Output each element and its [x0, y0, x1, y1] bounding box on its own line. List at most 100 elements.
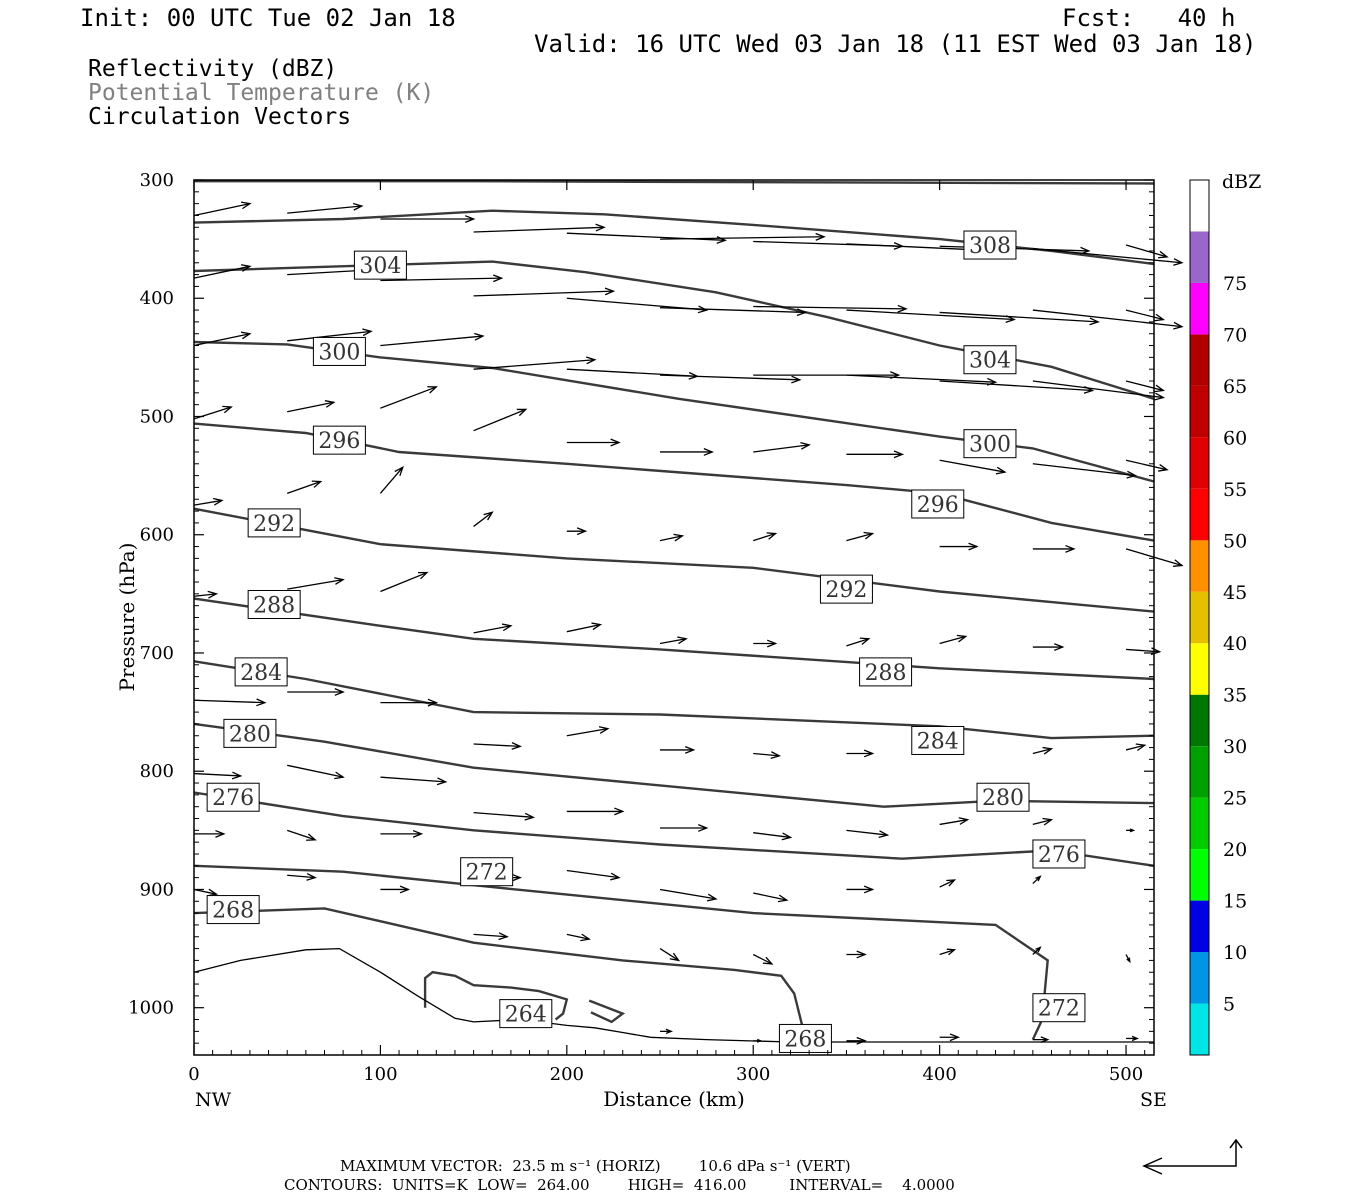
circulation-vector: [846, 309, 1016, 324]
x-right-end-label: SE: [1140, 1089, 1167, 1111]
circulation-vector: [1125, 244, 1169, 259]
circulation-vector: [380, 386, 438, 409]
circulation-vector: [473, 811, 536, 821]
contour-label-box: [206, 782, 260, 812]
contour-label: 268: [212, 899, 254, 924]
circulation-vector: [753, 304, 908, 313]
colorbar-swatch: [1190, 488, 1209, 541]
colorbar: 5 10 15 20 25 30 35 40 45 50 55 60 65 70 75: [1189, 179, 1247, 1056]
contour-label: 264: [505, 1003, 547, 1028]
circulation-vector: [1126, 828, 1136, 833]
contour-label: 288: [865, 661, 907, 686]
colorbar-level-label: 15: [1223, 891, 1247, 913]
circulation-vector: [846, 1036, 867, 1045]
isentrope-304: [193, 260, 1155, 400]
circulation-vector: [1032, 544, 1076, 553]
circulation-vector: [752, 953, 774, 965]
circulation-vector: [380, 332, 485, 347]
colorbar-swatch: [1190, 849, 1209, 901]
contour-label-box: [963, 429, 1017, 459]
circulation-vector: [193, 331, 252, 347]
contour-label: 280: [982, 786, 1024, 811]
circulation-vector: [566, 807, 625, 816]
colorbar-swatch: [1190, 231, 1209, 283]
circulation-vector: [753, 371, 901, 380]
circulation-vector: [380, 571, 429, 593]
circulation-vector: [1126, 1035, 1139, 1042]
x-tick-label: 400: [922, 1064, 956, 1085]
circulation-vector: [194, 829, 226, 838]
init-time: Init: 00 UTC Tue 02 Jan 18: [80, 4, 456, 32]
contour-label-box: [778, 1023, 832, 1053]
circulation-vector: [753, 441, 811, 453]
circulation-vector: [193, 201, 252, 217]
circulation-vector: [193, 497, 224, 506]
circulation-vector: [473, 223, 606, 233]
circulation-vector: [193, 888, 219, 897]
circulation-vector: [1032, 380, 1166, 401]
circulation-vector: [380, 215, 476, 223]
circulation-vector: [193, 264, 252, 279]
reference-vector-arrow: [1142, 1138, 1243, 1175]
colorbar-level-label: 35: [1223, 685, 1247, 707]
valid-time: Valid: 16 UTC Wed 03 Jan 18 (11 EST Wed …: [534, 30, 1257, 58]
contour-label-box: [911, 725, 965, 755]
colorbar-swatch: [1190, 282, 1209, 335]
colorbar-swatch: [1190, 797, 1209, 850]
contour-label: 292: [825, 578, 867, 603]
contour-label: 296: [917, 493, 959, 518]
circulation-vector: [846, 531, 875, 542]
forecast-hour: Fcst: 40 h: [1062, 4, 1236, 32]
circulation-vector: [566, 933, 591, 942]
colorbar-swatch: [1190, 952, 1209, 1004]
circulation-vector: [659, 533, 685, 542]
axes-layer: 0 100 200 300 400 500 300 400 500 600 700 800 900 100…: [128, 170, 1154, 1085]
circulation-vector: [380, 885, 411, 894]
circulation-vector: [1125, 954, 1131, 964]
circulation-vector: [846, 885, 875, 894]
x-tick-label: 0: [188, 1064, 199, 1085]
circulation-vector: [1032, 946, 1042, 955]
circulation-vector: [659, 948, 681, 962]
field-vectors: Circulation Vectors: [88, 104, 352, 130]
circulation-vector: [1125, 743, 1147, 752]
contour-label: 272: [1038, 997, 1080, 1022]
circulation-vector: [939, 817, 970, 826]
colorbar-level-label: 45: [1223, 582, 1247, 604]
circulation-vector: [660, 824, 709, 832]
circulation-vector: [287, 688, 345, 696]
circulation-vector: [380, 829, 424, 838]
isentrope-292: [193, 507, 1155, 613]
contour-label-box: [499, 999, 553, 1029]
circulation-vector: [1032, 1036, 1050, 1043]
circulation-vector: [753, 751, 782, 760]
colorbar-level-label: 30: [1223, 736, 1247, 758]
circulation-vector: [846, 637, 871, 647]
circulation-vector: [1032, 643, 1065, 652]
contour-label-box: [460, 857, 514, 887]
colorbar-swatch: [1190, 540, 1209, 592]
contour-label-box: [234, 657, 288, 687]
contour-label: 288: [253, 593, 295, 618]
circulation-vector: [846, 829, 890, 839]
y-tick-label: 700: [140, 643, 174, 664]
colorbar-swatch: [1190, 643, 1209, 695]
contour-label-box: [963, 230, 1017, 260]
contours-note: CONTOURS: UNITS=K LOW= 264.00 HIGH= 416.…: [284, 1176, 955, 1194]
colorbar-level-label: 40: [1223, 633, 1247, 655]
contour-label-box: [206, 895, 260, 925]
circulation-vector: [659, 307, 808, 317]
circulation-vector: [473, 511, 494, 527]
circulation-vector: [753, 639, 778, 648]
colorbar-level-label: 5: [1223, 994, 1235, 1016]
circulation-vector: [1032, 309, 1184, 330]
colorbar-swatch: [1190, 1003, 1209, 1055]
isentrope-288: [193, 597, 1155, 681]
circulation-vector: [1032, 746, 1054, 755]
circulation-vector: [287, 577, 345, 590]
contour-label-box: [247, 589, 301, 619]
circulation-vector: [939, 879, 957, 888]
circulation-vector: [660, 232, 826, 241]
contour-label: 292: [253, 512, 295, 537]
